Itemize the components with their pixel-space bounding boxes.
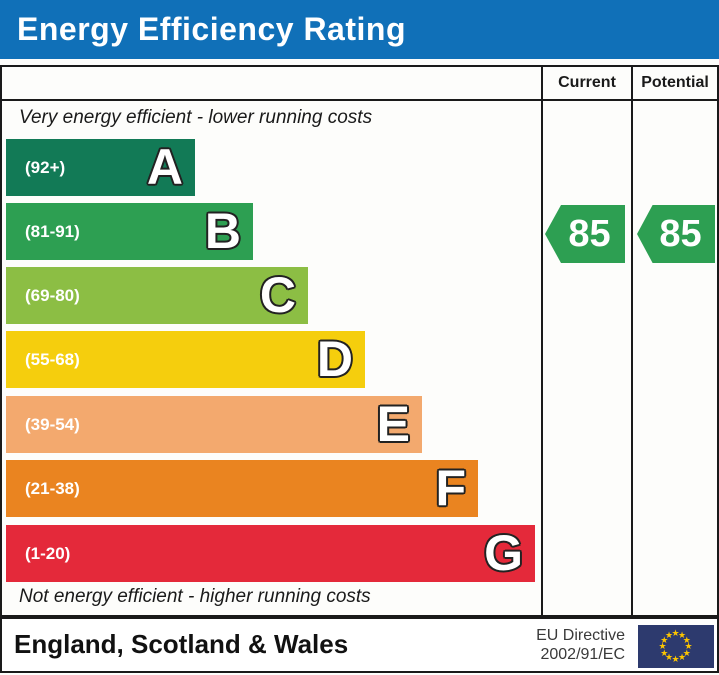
eu-directive-line1: EU Directive [536, 627, 625, 644]
column-header-current: Current [558, 74, 616, 91]
column-divider-potential [631, 67, 633, 615]
eu-flag-star-icon: ★ [660, 647, 669, 658]
eu-flag-stars: ★ ★ ★ ★ ★ ★ ★ ★ ★ ★ ★ ★ [638, 625, 714, 668]
band-letter: A [146, 139, 183, 195]
band-range-label: (55-68) [25, 350, 80, 369]
potential-rating-value: 85 [659, 212, 702, 255]
band-range-label: (81-91) [25, 222, 80, 241]
eu-flag-star-icon: ★ [658, 641, 667, 651]
eu-flag-star-icon: ★ [678, 629, 687, 640]
title-bar: Energy Efficiency Rating [0, 0, 719, 59]
eu-flag-star-icon: ★ [682, 647, 691, 658]
band-letter: E [376, 396, 410, 452]
band-range-label: (92+) [25, 158, 66, 177]
current-rating-value: 85 [568, 212, 611, 255]
eu-flag-star-icon: ★ [660, 634, 669, 645]
bottom-note: Not energy efficient - higher running co… [19, 586, 371, 607]
eu-flag-star-icon: ★ [678, 652, 687, 663]
band-bar-e: (39-54) E [6, 396, 422, 453]
column-header-potential: Potential [641, 74, 709, 91]
band-range-label: (21-38) [25, 479, 80, 498]
page-title: Energy Efficiency Rating [17, 11, 406, 47]
footer-bar: England, Scotland & Wales EU Directive 2… [0, 617, 719, 673]
eu-flag-star-icon: ★ [665, 629, 674, 640]
band-bar-g: (1-20) G [6, 525, 535, 582]
eu-flag-star-icon: ★ [682, 634, 691, 645]
eu-flag-star-icon: ★ [671, 654, 680, 664]
rating-table: Current Potential Very energy efficient … [0, 65, 719, 617]
band-bar-d: (55-68) D [6, 331, 365, 388]
eu-directive-label: EU Directive 2002/91/EC [536, 626, 625, 664]
eu-flag-star-icon: ★ [684, 641, 693, 651]
header-divider [2, 99, 717, 101]
current-rating-arrow: 85 [545, 205, 625, 263]
potential-rating-arrow: 85 [637, 205, 715, 263]
region-label: England, Scotland & Wales [14, 629, 349, 659]
band-bar-b: (81-91) B [6, 203, 253, 260]
eu-flag-star-icon: ★ [665, 652, 674, 663]
column-divider-current [541, 67, 543, 615]
eu-directive-line2: 2002/91/EC [540, 646, 625, 663]
band-bar-c: (69-80) C [6, 267, 308, 324]
band-letter: G [484, 525, 523, 581]
top-note: Very energy efficient - lower running co… [19, 107, 373, 128]
band-bar-f: (21-38) F [6, 460, 478, 517]
band-range-label: (69-80) [25, 286, 80, 305]
eu-flag-icon: ★ ★ ★ ★ ★ ★ ★ ★ ★ ★ ★ ★ [638, 625, 714, 668]
eu-flag-star-icon: ★ [671, 628, 680, 638]
band-letter: D [316, 331, 353, 387]
band-range-label: (1-20) [25, 544, 71, 563]
band-letter: F [435, 460, 466, 516]
band-letter: C [259, 267, 296, 323]
band-bar-a: (92+) A [6, 139, 195, 196]
band-letter: B [204, 203, 241, 259]
band-range-label: (39-54) [25, 415, 80, 434]
